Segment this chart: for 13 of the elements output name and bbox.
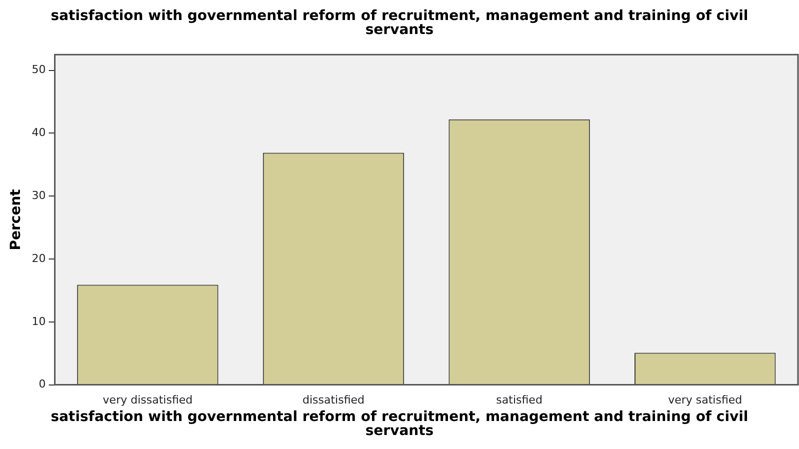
x-tick-label: very satisfied	[668, 393, 742, 406]
x-tick-label: satisfied	[496, 393, 542, 406]
y-axis-title: Percent	[8, 188, 24, 250]
x-tick-label: very dissatisfied	[102, 393, 193, 406]
y-tick-label: 50	[32, 63, 46, 76]
y-tick-label: 10	[32, 314, 46, 328]
x-tick-label: dissatisfied	[302, 393, 365, 406]
y-tick-label: 30	[32, 188, 46, 202]
y-tick-label: 20	[32, 252, 46, 265]
chart-title: satisfaction with governmental reform of recruitment, management and training of civil servants	[50, 7, 750, 40]
y-tick-label: 40	[32, 126, 46, 140]
y-tick-label: 0	[38, 378, 46, 391]
x-axis-title: satisfaction with governmental reform of recruitment, management and training of civil servants	[50, 409, 750, 441]
